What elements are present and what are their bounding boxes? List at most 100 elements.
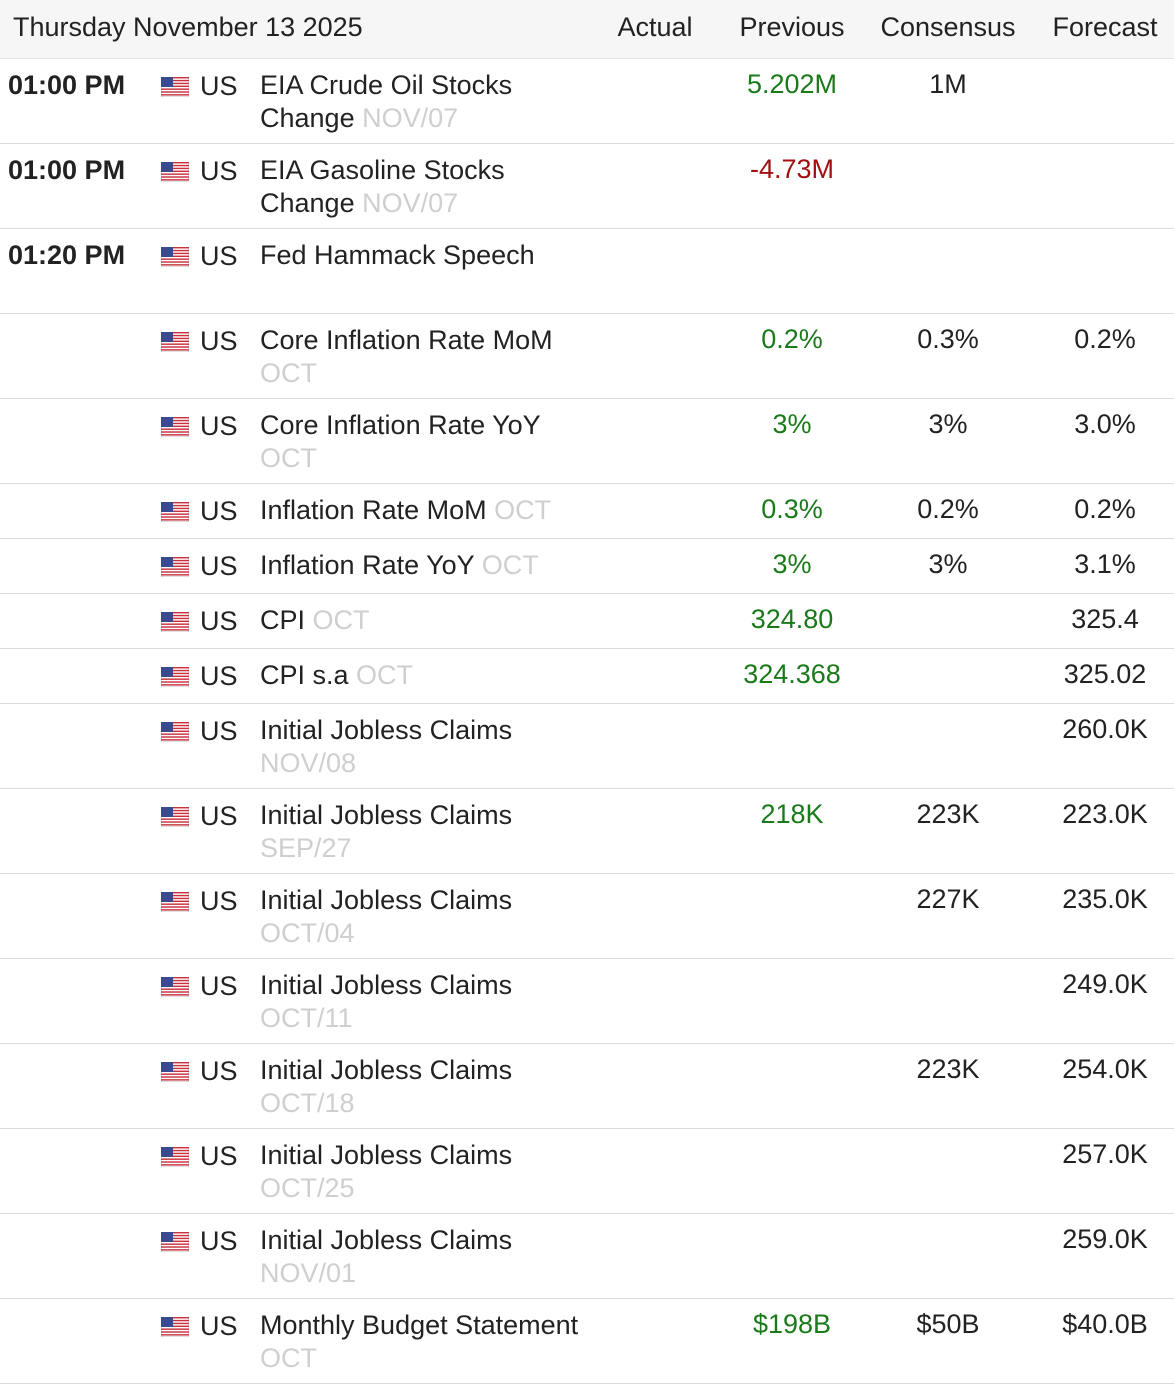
event-row[interactable]: US Monthly Budget Statement OCT $198B $50B $… <box>0 1299 1174 1384</box>
event-name[interactable]: Initial Jobless Claims <box>260 970 513 1000</box>
country-flag <box>160 501 190 523</box>
event-name[interactable]: Inflation Rate YoY <box>260 550 475 580</box>
event-row[interactable]: US Initial Jobless Claims OCT/25 257.0K <box>0 1129 1174 1214</box>
event-name[interactable]: Monthly Budget Statement <box>260 1310 579 1340</box>
country-code: US <box>200 551 238 581</box>
country-flag <box>160 666 190 688</box>
event-name[interactable]: Initial Jobless Claims <box>260 1225 513 1255</box>
event-name[interactable]: CPI s.a <box>260 660 349 690</box>
column-header-consensus[interactable]: Consensus <box>880 12 1016 42</box>
forecast-value: 254.0K <box>1062 1054 1148 1084</box>
country-flag <box>160 611 190 633</box>
previous-value: 0.3% <box>761 494 823 524</box>
country-code: US <box>200 801 238 831</box>
event-row[interactable]: US Initial Jobless Claims OCT/18 223K 254.0… <box>0 1044 1174 1129</box>
consensus-value: 227K <box>916 884 980 914</box>
previous-value: 324.80 <box>750 604 834 634</box>
forecast-value: 260.0K <box>1062 714 1148 744</box>
event-name[interactable]: Core Inflation Rate MoM <box>260 325 553 355</box>
event-name-cell[interactable]: Inflation Rate MoM OCT <box>260 494 600 527</box>
country-flag <box>160 1146 190 1168</box>
previous-value: 5.202M <box>746 69 838 99</box>
event-name-cell[interactable]: Inflation Rate YoY OCT <box>260 549 600 582</box>
event-row[interactable]: US Inflation Rate YoY OCT 3% 3% 3.1% <box>0 539 1174 594</box>
column-header-actual[interactable]: Actual <box>617 12 693 42</box>
event-name-cell[interactable]: Fed Hammack Speech <box>260 239 600 272</box>
event-row[interactable]: US Initial Jobless Claims OCT/11 249.0K <box>0 959 1174 1044</box>
us-flag-icon <box>160 976 190 998</box>
event-name-cell[interactable]: CPI OCT <box>260 604 600 637</box>
event-row[interactable]: US Initial Jobless Claims NOV/08 260.0K <box>0 704 1174 789</box>
reference-period: OCT <box>260 443 317 473</box>
country-code: US <box>200 496 238 526</box>
event-name[interactable]: Initial Jobless Claims <box>260 715 513 745</box>
event-name-cell[interactable]: Initial Jobless Claims OCT/25 <box>260 1139 600 1205</box>
column-header-previous[interactable]: Previous <box>739 12 845 42</box>
calendar-header: Thursday November 13 2025 Actual Previou… <box>0 0 1174 59</box>
event-name-cell[interactable]: Initial Jobless Claims NOV/01 <box>260 1224 600 1290</box>
event-row[interactable]: 01:20 PM US Fed Hammack Speech <box>0 229 1174 314</box>
event-name-cell[interactable]: CPI s.a OCT <box>260 659 600 692</box>
event-row[interactable]: US Initial Jobless Claims OCT/04 227K 235.0… <box>0 874 1174 959</box>
event-name-cell[interactable]: Core Inflation Rate YoY OCT <box>260 409 600 475</box>
event-name[interactable]: Fed Hammack Speech <box>260 240 535 270</box>
event-name[interactable]: Inflation Rate MoM <box>260 495 487 525</box>
event-name-cell[interactable]: Initial Jobless Claims OCT/04 <box>260 884 600 950</box>
country-code: US <box>200 326 238 356</box>
previous-value: -4.73M <box>749 154 835 184</box>
forecast-value: 259.0K <box>1062 1224 1148 1254</box>
event-row[interactable]: US CPI s.a OCT 324.368 325.02 <box>0 649 1174 704</box>
forecast-value: 3.1% <box>1074 549 1136 579</box>
event-row[interactable]: 01:00 PM US EIA Gasoline Stocks Change NOV… <box>0 144 1174 229</box>
country-code: US <box>200 606 238 636</box>
calendar-rows: 01:00 PM US EIA Crude Oil Stocks Change NO… <box>0 59 1174 1384</box>
event-name-cell[interactable]: Initial Jobless Claims OCT/18 <box>260 1054 600 1120</box>
event-name-cell[interactable]: Initial Jobless Claims NOV/08 <box>260 714 600 780</box>
consensus-value: 223K <box>916 799 980 829</box>
event-row[interactable]: 01:00 PM US EIA Crude Oil Stocks Change NO… <box>0 59 1174 144</box>
us-flag-icon <box>160 1061 190 1083</box>
column-header-forecast[interactable]: Forecast <box>1052 12 1158 42</box>
country-code: US <box>200 156 238 186</box>
reference-period: OCT <box>494 495 552 525</box>
reference-period: OCT <box>312 605 370 635</box>
event-name[interactable]: Initial Jobless Claims <box>260 1140 513 1170</box>
event-name-cell[interactable]: Initial Jobless Claims SEP/27 <box>260 799 600 865</box>
us-flag-icon <box>160 721 190 743</box>
us-flag-icon <box>160 556 190 578</box>
reference-period: SEP/27 <box>260 833 352 863</box>
us-flag-icon <box>160 611 190 633</box>
event-name-cell[interactable]: Initial Jobless Claims OCT/11 <box>260 969 600 1035</box>
previous-value: 218K <box>760 799 824 829</box>
consensus-value: 0.3% <box>917 324 979 354</box>
country-code: US <box>200 971 238 1001</box>
country-code: US <box>200 1056 238 1086</box>
country-flag <box>160 891 190 913</box>
event-name-cell[interactable]: EIA Crude Oil Stocks Change NOV/07 <box>260 69 600 135</box>
forecast-value: 235.0K <box>1062 884 1148 914</box>
event-row[interactable]: US Initial Jobless Claims SEP/27 218K 223K 2… <box>0 789 1174 874</box>
event-name[interactable]: Initial Jobless Claims <box>260 1055 513 1085</box>
event-name-cell[interactable]: Monthly Budget Statement OCT <box>260 1309 600 1375</box>
event-row[interactable]: US Inflation Rate MoM OCT 0.3% 0.2% 0.2% <box>0 484 1174 539</box>
event-name[interactable]: Core Inflation Rate YoY <box>260 410 541 440</box>
reference-period: OCT/04 <box>260 918 355 948</box>
country-code: US <box>200 1226 238 1256</box>
event-row[interactable]: US CPI OCT 324.80 325.4 <box>0 594 1174 649</box>
country-code: US <box>200 661 238 691</box>
us-flag-icon <box>160 161 190 183</box>
event-row[interactable]: US Core Inflation Rate MoM OCT 0.2% 0.3% 0.2… <box>0 314 1174 399</box>
event-name[interactable]: EIA Crude Oil Stocks Change <box>260 70 513 133</box>
event-name[interactable]: CPI <box>260 605 306 635</box>
event-name-cell[interactable]: Core Inflation Rate MoM OCT <box>260 324 600 390</box>
us-flag-icon <box>160 1146 190 1168</box>
event-name[interactable]: Initial Jobless Claims <box>260 885 513 915</box>
event-name[interactable]: Initial Jobless Claims <box>260 800 513 830</box>
reference-period: OCT/18 <box>260 1088 355 1118</box>
event-name-cell[interactable]: EIA Gasoline Stocks Change NOV/07 <box>260 154 600 220</box>
forecast-value: 223.0K <box>1062 799 1148 829</box>
event-name[interactable]: EIA Gasoline Stocks Change <box>260 155 505 218</box>
event-row[interactable]: US Initial Jobless Claims NOV/01 259.0K <box>0 1214 1174 1299</box>
forecast-value: $40.0B <box>1062 1309 1148 1339</box>
event-row[interactable]: US Core Inflation Rate YoY OCT 3% 3% 3.0% <box>0 399 1174 484</box>
